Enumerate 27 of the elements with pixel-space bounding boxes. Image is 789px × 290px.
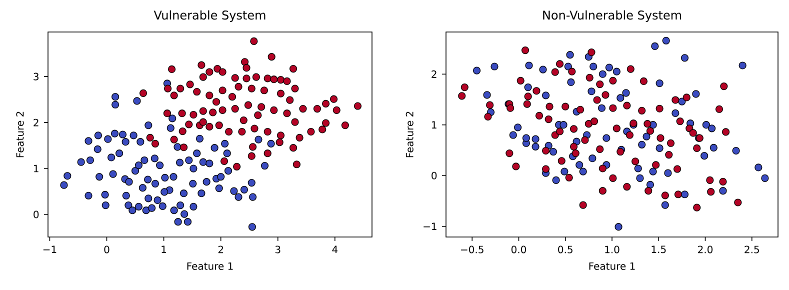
y-tick-label: 2 [34,118,38,126]
chart-title: Non-Vulnerable System [543,10,682,22]
y-tick-label: 3 [34,72,38,80]
y-tick-label: −1 [424,222,436,230]
x-axis-title: Feature 1 [187,262,233,270]
y-tick-label: 0 [34,210,39,218]
x-tick-label: 2.5 [744,246,759,254]
y-tick-label: 0 [432,172,437,180]
x-axis-title: Feature 1 [589,262,635,270]
x-tick-label: 0.0 [511,246,526,254]
y-tick-label: 1 [34,164,38,172]
x-tick-label: 2 [218,246,224,254]
x-tick-label: −1 [43,246,56,253]
x-tick-label: 1.5 [652,246,666,254]
x-tick-label: 1.0 [605,246,620,254]
chart-title: Vulnerable System [154,10,266,22]
x-tick-label: −0.5 [461,246,484,254]
y-axis-title: Feature 2 [16,112,24,158]
x-tick-label: 1 [162,246,166,253]
y-tick-label: 2 [432,70,436,78]
x-tick-label: 0 [104,246,110,254]
y-axis-title: Feature 2 [406,112,414,158]
y-tick-label: 1 [432,121,436,129]
x-tick-label: 2.0 [698,246,713,254]
x-tick-label: 3 [275,246,280,254]
x-tick-label: 4 [332,246,338,253]
x-tick-label: 0.5 [558,246,572,254]
